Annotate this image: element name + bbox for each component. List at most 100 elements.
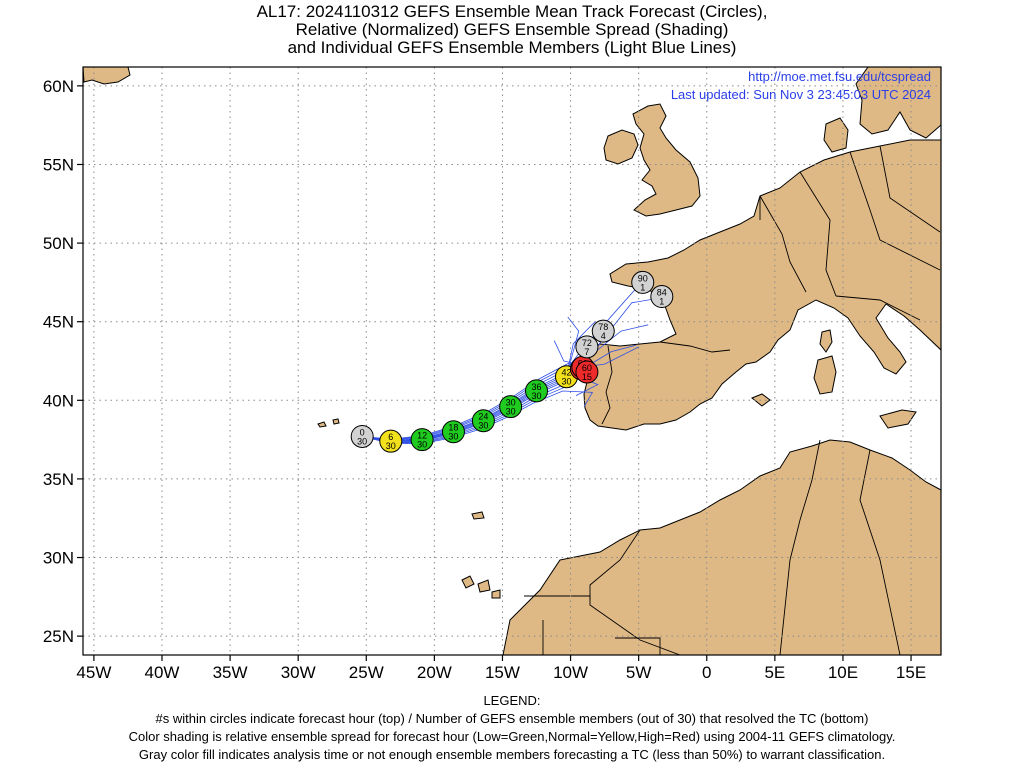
- track-map: 0306301230183024303030363042304824661560…: [43, 66, 942, 682]
- source-url[interactable]: http://moe.met.fsu.edu/tcspread: [748, 69, 931, 84]
- lon-tick-label: 5E: [764, 663, 785, 682]
- forecast-hour-label: 84: [657, 288, 667, 298]
- algeria-border: [779, 439, 821, 655]
- lon-tick-label: 15W: [485, 663, 520, 682]
- forecast-hour-label: 72: [582, 338, 592, 348]
- member-count-label: 30: [532, 391, 542, 401]
- lat-tick-label: 25N: [43, 627, 74, 646]
- longitude-labels: 45W 40W 35W 30W 25W 20W 15W 10W 5W 0 5E 10E 15E: [76, 663, 926, 682]
- mali-border: [615, 637, 661, 655]
- legend-line-3: Gray color fill indicates analysis time …: [138, 747, 886, 762]
- member-count-label: 4: [601, 331, 606, 341]
- norway-sweden: [855, 67, 941, 139]
- lat-tick-label: 30N: [43, 549, 74, 568]
- greenland-tip: [83, 67, 131, 85]
- lon-tick-label: 20W: [417, 663, 452, 682]
- morocco-algeria-border: [589, 529, 641, 600]
- ensemble-member-track: [362, 316, 580, 442]
- forecast-circle: 630: [379, 429, 403, 453]
- lat-tick-label: 55N: [43, 155, 74, 174]
- forecast-circle: 727: [575, 335, 599, 359]
- lat-tick-label: 60N: [43, 77, 74, 96]
- forecast-circle: 901: [631, 270, 655, 294]
- lon-tick-label: 25W: [349, 663, 384, 682]
- forecast-circle-marker: [575, 360, 599, 384]
- member-count-label: 30: [417, 440, 427, 450]
- forecast-circle-marker: [410, 428, 434, 452]
- latitude-labels: 60N 55N 50N 45N 40N 35N 30N 25N: [43, 77, 74, 646]
- forecast-hour-label: 78: [598, 322, 608, 332]
- lon-tick-label: 45W: [76, 663, 111, 682]
- sardinia: [813, 355, 837, 395]
- forecast-circle-marker: [591, 319, 615, 343]
- plot-frame: [82, 66, 942, 656]
- grid-lines: [83, 67, 941, 655]
- ensemble-member-track: [362, 282, 642, 441]
- western-sahara-border: [524, 595, 681, 655]
- forecast-circle-marker: [631, 270, 655, 294]
- legend-line-1: #s within circles indicate forecast hour…: [155, 711, 869, 726]
- sicily: [879, 409, 917, 429]
- ireland: [603, 129, 639, 165]
- forecast-circle-marker: [650, 285, 674, 309]
- legend-heading: LEGEND:: [483, 693, 541, 708]
- axis-ticks: [77, 85, 912, 661]
- member-count-label: 1: [659, 297, 664, 307]
- lon-tick-label: 40W: [145, 663, 180, 682]
- madeira: [471, 511, 485, 520]
- country-borders: [524, 145, 941, 655]
- forecast-circle-marker: [575, 335, 599, 359]
- member-count-label: 30: [506, 407, 516, 417]
- member-count-label: 30: [357, 436, 367, 446]
- spain-portugal-border: [601, 345, 613, 425]
- libya-border: [859, 449, 901, 655]
- north-africa: [502, 439, 941, 655]
- legend-line-2: Color shading is relative ensemble sprea…: [128, 729, 896, 744]
- forecast-circle-marker: [499, 395, 523, 419]
- chart-title-line-1: AL17: 2024110312 GEFS Ensemble Mean Trac…: [256, 2, 768, 21]
- chart-title-line-3: and Individual GEFS Ensemble Members (Li…: [287, 38, 737, 57]
- lon-tick-label: 0: [702, 663, 711, 682]
- lon-tick-label: 35W: [213, 663, 248, 682]
- european-borders: [759, 145, 941, 321]
- great-britain: [632, 103, 701, 217]
- azores: [317, 418, 340, 428]
- chart-title-line-2: Relative (Normalized) GEFS Ensemble Spre…: [295, 20, 729, 39]
- forecast-hour-label: 0: [360, 427, 365, 437]
- mean-track: 0306301230183024303030363042304824661560…: [350, 270, 674, 453]
- forecast-circle: 841: [650, 285, 674, 309]
- forecast-hour-label: 6: [388, 432, 393, 442]
- member-count-label: 7: [584, 347, 589, 357]
- member-count-label: 30: [386, 441, 396, 451]
- forecast-hour-label: 18: [448, 423, 458, 433]
- member-count-label: 1: [640, 282, 645, 292]
- forecast-circle-marker: [471, 409, 495, 433]
- land-masses: [83, 67, 941, 655]
- forecast-hour-label: 90: [638, 273, 648, 283]
- forecast-hour-label: 24: [478, 412, 488, 422]
- forecast-hour-label: 36: [532, 382, 542, 392]
- denmark: [823, 117, 849, 153]
- forecast-circle-marker: [379, 429, 403, 453]
- member-count-label: 30: [561, 377, 571, 387]
- forecast-hour-label: 60: [582, 363, 592, 373]
- forecast-circle-marker: [441, 420, 465, 444]
- lat-tick-label: 45N: [43, 313, 74, 332]
- member-count-label: 30: [448, 432, 458, 442]
- lat-tick-label: 40N: [43, 391, 74, 410]
- corsica: [819, 329, 833, 353]
- forecast-hour-label: 30: [506, 398, 516, 408]
- lon-tick-label: 10E: [828, 663, 858, 682]
- lon-tick-label: 15E: [896, 663, 926, 682]
- forecast-circle: 030: [350, 424, 374, 448]
- canary-islands: [461, 575, 501, 599]
- lon-tick-label: 30W: [281, 663, 316, 682]
- lat-tick-label: 35N: [43, 470, 74, 489]
- forecast-circle-marker: [525, 379, 549, 403]
- last-updated: Last updated: Sun Nov 3 23:45:03 UTC 202…: [671, 87, 931, 102]
